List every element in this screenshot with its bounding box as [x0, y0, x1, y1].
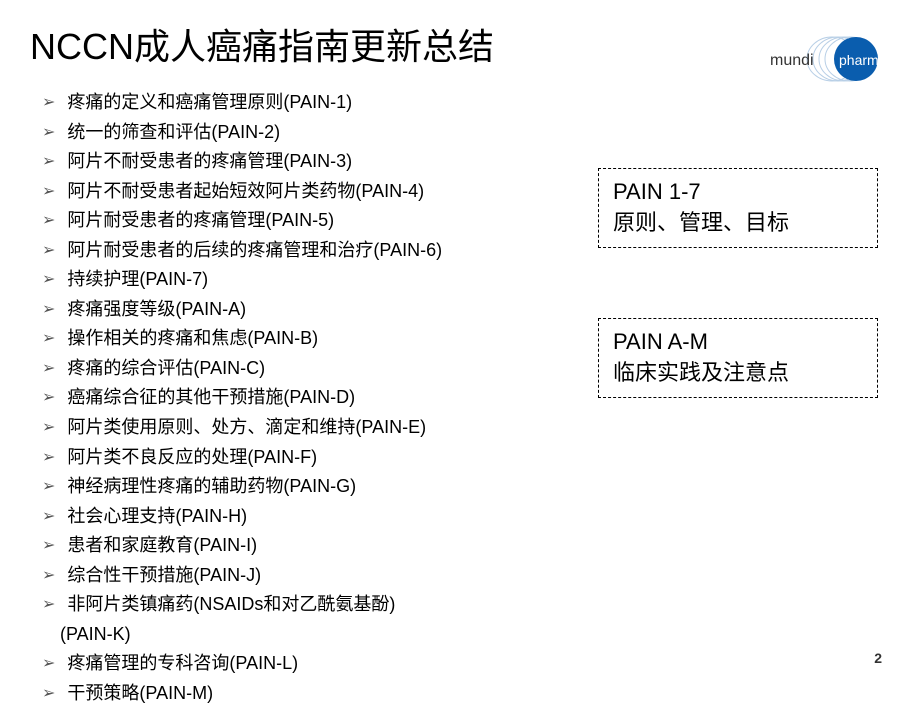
arrow-right-icon: ➢: [42, 653, 55, 676]
list-item: ➢ 综合性干预措施(PAIN-J): [30, 563, 545, 589]
list-item-text: 疼痛管理的专科咨询(PAIN-L): [67, 651, 545, 677]
arrow-right-icon: ➢: [42, 151, 55, 174]
list-item: ➢ 持续护理(PAIN-7): [30, 267, 545, 293]
list-item: ➢ 神经病理性疼痛的辅助药物(PAIN-G): [30, 474, 545, 500]
list-item-text: 干预策略(PAIN-M): [67, 681, 545, 707]
arrow-right-icon: ➢: [42, 181, 55, 204]
list-item: ➢ 疼痛强度等级(PAIN-A): [30, 297, 545, 323]
list-item: ➢ 干预策略(PAIN-M): [30, 681, 545, 707]
list-item-text: 非阿片类镇痛药(NSAIDs和对乙酰氨基酚): [67, 592, 545, 618]
arrow-right-icon: ➢: [42, 328, 55, 351]
list-item: ➢ 患者和家庭教育(PAIN-I): [30, 533, 545, 559]
list-item-text: 持续护理(PAIN-7): [67, 267, 545, 293]
list-item-text: 阿片耐受患者的后续的疼痛管理和治疗(PAIN-6): [67, 238, 545, 264]
logo-text: mundi: [770, 52, 814, 69]
list-item: ➢ 阿片耐受患者的后续的疼痛管理和治疗(PAIN-6): [30, 238, 545, 264]
list-item: ➢ 阿片不耐受患者的疼痛管理(PAIN-3): [30, 149, 545, 175]
arrow-right-icon: ➢: [42, 476, 55, 499]
callout-box-2: PAIN A-M 临床实践及注意点: [598, 318, 878, 398]
arrow-right-icon: ➢: [42, 594, 55, 617]
list-item: ➢ 疼痛管理的专科咨询(PAIN-L): [30, 651, 545, 677]
arrow-right-icon: ➢: [42, 358, 55, 381]
callout-box-1: PAIN 1-7 原则、管理、目标: [598, 168, 878, 248]
list-item-text: 阿片类使用原则、处方、滴定和维持(PAIN-E): [67, 415, 545, 441]
brand-logo: mundi pharma: [752, 32, 882, 87]
list-item: ➢ 操作相关的疼痛和焦虑(PAIN-B): [30, 326, 545, 352]
arrow-right-icon: ➢: [42, 535, 55, 558]
list-item: ➢ 阿片耐受患者的疼痛管理(PAIN-5): [30, 208, 545, 234]
list-item: ➢ 非阿片类镇痛药(NSAIDs和对乙酰氨基酚): [30, 592, 545, 618]
list-item-text: 阿片耐受患者的疼痛管理(PAIN-5): [67, 208, 545, 234]
list-item: ➢ 阿片不耐受患者起始短效阿片类药物(PAIN-4): [30, 179, 545, 205]
box2-line2: 临床实践及注意点: [613, 358, 863, 389]
list-item-text: 患者和家庭教育(PAIN-I): [67, 533, 545, 559]
arrow-right-icon: ➢: [42, 240, 55, 263]
svg-text:pharma: pharma: [839, 52, 882, 68]
list-item: ➢ 疼痛的定义和癌痛管理原则(PAIN-1): [30, 90, 545, 116]
list-item-text: 统一的筛查和评估(PAIN-2): [67, 120, 545, 146]
arrow-right-icon: ➢: [42, 565, 55, 588]
bullet-list: ➢ 疼痛的定义和癌痛管理原则(PAIN-1) ➢ 统一的筛查和评估(PAIN-2) ➢ 阿…: [30, 90, 545, 710]
list-item: (PAIN-K): [30, 622, 545, 648]
page-number: 2: [874, 650, 882, 666]
box2-line1: PAIN A-M: [613, 327, 863, 358]
arrow-right-icon: ➢: [42, 299, 55, 322]
arrow-right-icon: ➢: [42, 683, 55, 706]
list-item-text: 疼痛的综合评估(PAIN-C): [67, 356, 545, 382]
list-item-text: 综合性干预措施(PAIN-J): [67, 563, 545, 589]
list-item-text: (PAIN-K): [60, 622, 545, 648]
arrow-right-icon: ➢: [42, 447, 55, 470]
list-item: ➢ 阿片类不良反应的处理(PAIN-F): [30, 445, 545, 471]
arrow-right-icon: ➢: [42, 210, 55, 233]
list-item: ➢ 社会心理支持(PAIN-H): [30, 504, 545, 530]
arrow-right-icon: ➢: [42, 387, 55, 410]
list-item: ➢ 阿片类使用原则、处方、滴定和维持(PAIN-E): [30, 415, 545, 441]
arrow-right-icon: ➢: [42, 122, 55, 145]
list-item-text: 癌痛综合征的其他干预措施(PAIN-D): [67, 385, 545, 411]
list-item: ➢ 癌痛综合征的其他干预措施(PAIN-D): [30, 385, 545, 411]
list-item: ➢ 统一的筛查和评估(PAIN-2): [30, 120, 545, 146]
list-item-text: 社会心理支持(PAIN-H): [67, 504, 545, 530]
list-item-text: 阿片不耐受患者起始短效阿片类药物(PAIN-4): [67, 179, 545, 205]
slide-container: NCCN成人癌痛指南更新总结 mundi pharma ➢疼痛的定义和癌痛管理原…: [0, 0, 920, 690]
list-item-text: 阿片类不良反应的处理(PAIN-F): [67, 445, 545, 471]
arrow-right-icon: ➢: [42, 506, 55, 529]
arrow-right-icon: ➢: [42, 417, 55, 440]
list-item-text: 疼痛的定义和癌痛管理原则(PAIN-1): [67, 90, 545, 116]
list-item-text: 阿片不耐受患者的疼痛管理(PAIN-3): [67, 149, 545, 175]
box1-line1: PAIN 1-7: [613, 177, 863, 208]
list-item: ➢ 疼痛的综合评估(PAIN-C): [30, 356, 545, 382]
list-item-text: 操作相关的疼痛和焦虑(PAIN-B): [67, 326, 545, 352]
box1-line2: 原则、管理、目标: [613, 208, 863, 239]
list-item-text: 疼痛强度等级(PAIN-A): [67, 297, 545, 323]
arrow-right-icon: ➢: [42, 92, 55, 115]
arrow-right-icon: ➢: [42, 269, 55, 292]
list-item-text: 神经病理性疼痛的辅助药物(PAIN-G): [67, 474, 545, 500]
